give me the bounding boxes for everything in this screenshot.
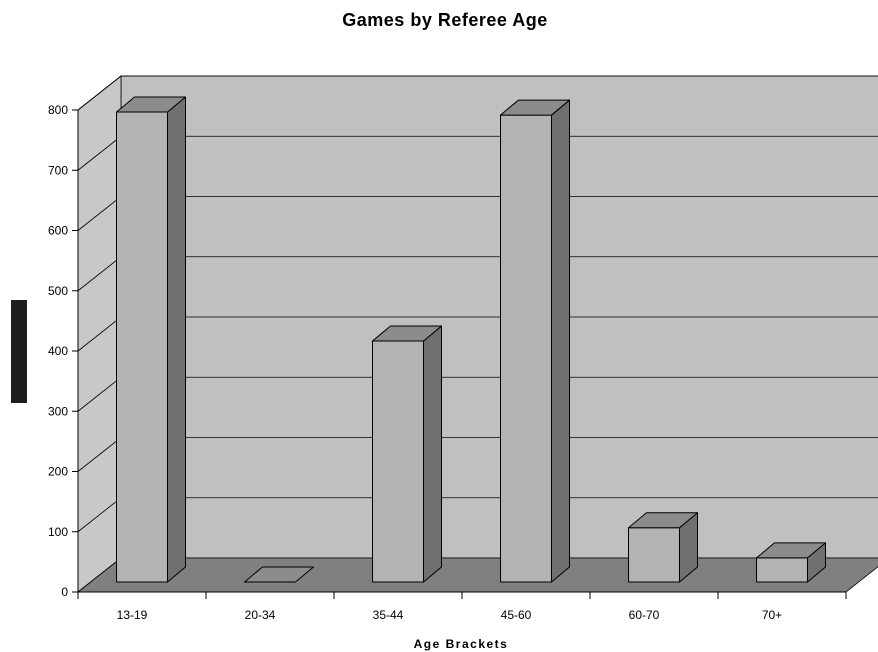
bar-side	[423, 325, 442, 583]
bar-top	[500, 99, 570, 116]
bar	[500, 99, 570, 583]
bar-top	[372, 325, 442, 342]
bar-side	[551, 99, 570, 583]
y-tick-label: 800	[48, 103, 68, 117]
y-tick-label: 300	[48, 404, 68, 418]
x-axis-label: Age Brackets	[414, 637, 509, 651]
y-tick-label: 600	[48, 224, 68, 238]
bar-side	[167, 96, 186, 583]
bar-front	[116, 111, 168, 583]
x-tick-label: 35-44	[373, 608, 404, 622]
y-tick-label: 100	[48, 525, 68, 539]
y-tick-label: 0	[61, 585, 68, 599]
bar-top	[628, 512, 698, 529]
x-tick-label: 60-70	[629, 608, 660, 622]
y-tick-label: 200	[48, 465, 68, 479]
bar-top	[244, 566, 314, 583]
bar-top	[116, 96, 186, 113]
bar	[116, 96, 186, 583]
gridline	[77, 75, 878, 111]
y-tick-label: 700	[48, 163, 68, 177]
chart-title: Games by Referee Age	[342, 10, 547, 30]
bar-top	[756, 542, 826, 559]
bars	[116, 96, 826, 583]
bar-front	[372, 340, 424, 583]
bar	[372, 325, 442, 583]
bar-front	[500, 114, 552, 583]
bar	[244, 566, 314, 583]
x-tick-label: 70+	[762, 608, 782, 622]
x-tick-label: 45-60	[501, 608, 532, 622]
bar-front	[628, 527, 680, 583]
x-tick-label: 13-19	[117, 608, 148, 622]
axes: 0 100 200 300 400 500 600 700 800 13-19 20-34 35-44…	[48, 103, 847, 622]
bar-front	[756, 557, 808, 583]
bar	[756, 542, 826, 583]
y-axis-label-block	[11, 300, 27, 403]
bar	[628, 512, 698, 583]
y-tick-label: 500	[48, 284, 68, 298]
y-tick-label: 400	[48, 344, 68, 358]
chart-walls	[76, 75, 878, 593]
x-tick-label: 20-34	[245, 608, 276, 622]
